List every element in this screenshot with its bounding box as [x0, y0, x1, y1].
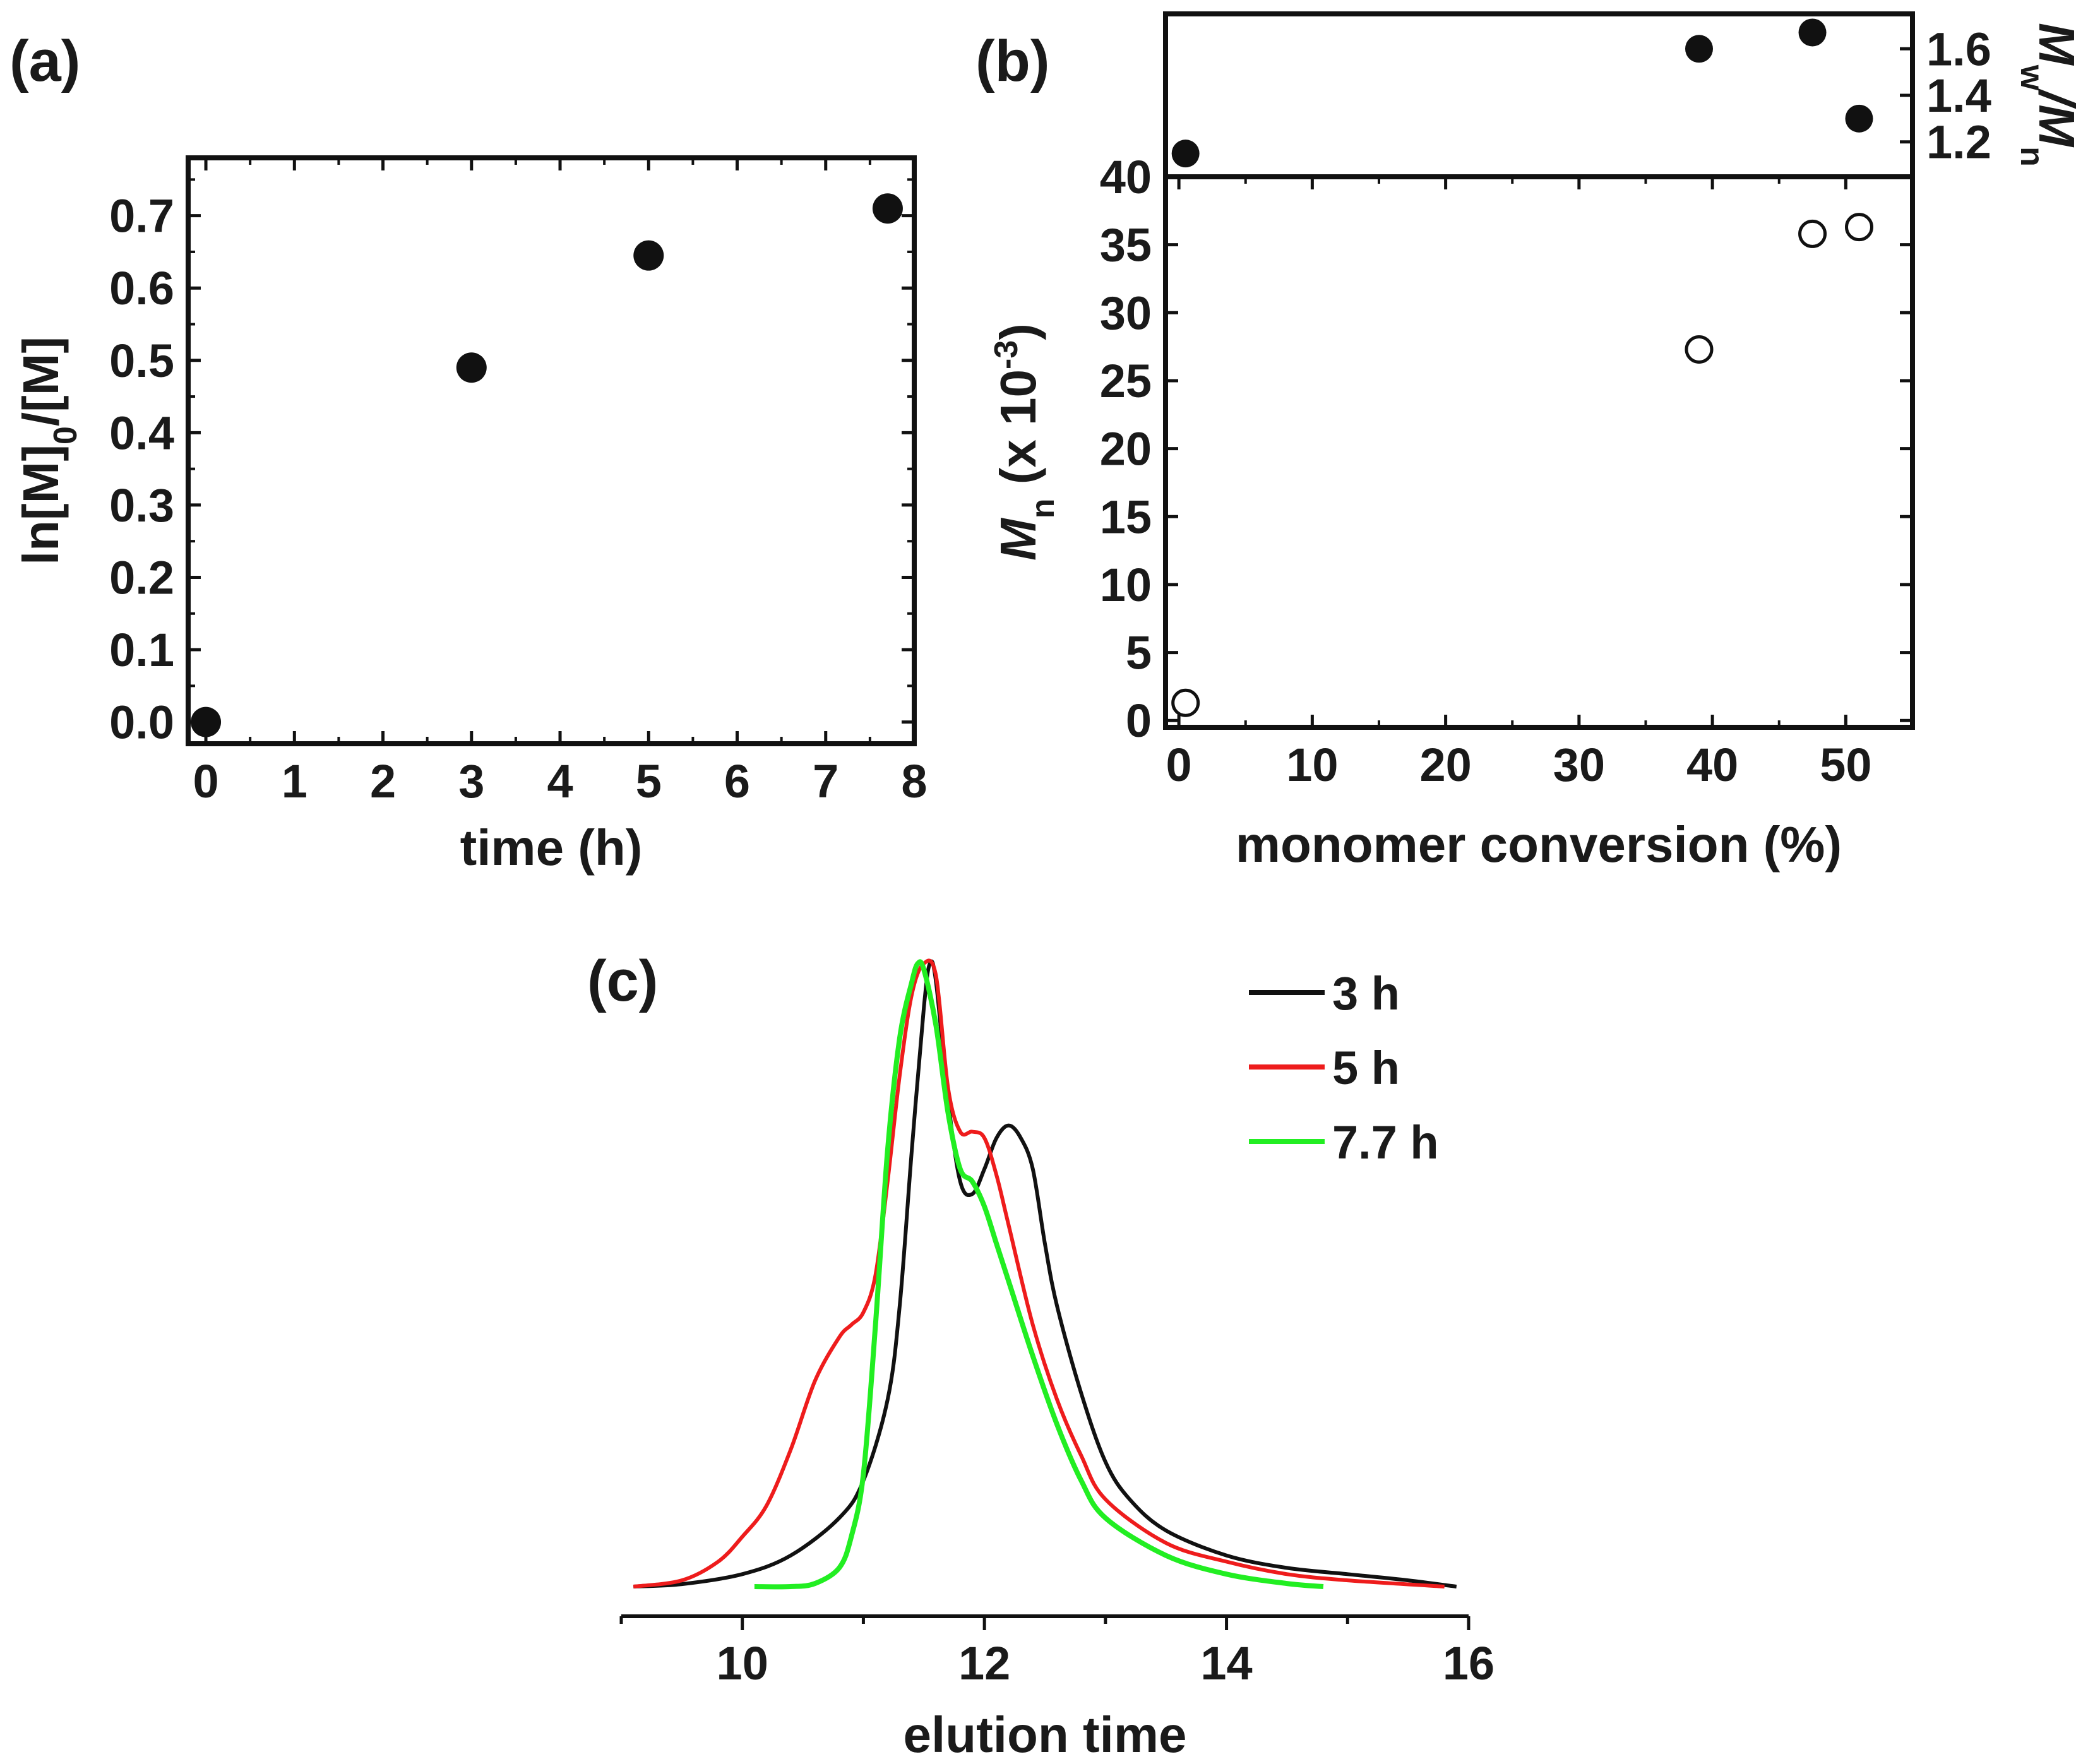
y-tick-label-b-lower: 15 [1100, 491, 1152, 543]
y-tick-label-b-lower: 20 [1100, 423, 1152, 475]
ticks-b [1166, 47, 1912, 727]
x-tick-label-a: 6 [724, 755, 750, 808]
panel-label-c: (c) [587, 949, 658, 1013]
panel-b: (b) 0 10 20 30 40 50 0 5 10 15 20 25 30 35 40 1.21.41.6… [975, 11, 2085, 873]
y-tick-label-b-upper: 1.6 [1926, 23, 1991, 75]
x-tick-label-a: 4 [547, 755, 573, 808]
lines-c [633, 958, 1457, 1590]
pdi-data-point [1685, 35, 1713, 63]
y-tick-label-b-lower: 0 [1126, 694, 1152, 747]
y-tick-label-a: 0.2 [109, 551, 174, 604]
mn-data-point [1798, 219, 1827, 248]
y-tick-label-b-lower: 40 [1100, 151, 1152, 203]
pdi-data-point [1798, 18, 1827, 47]
x-tick-label-a: 0 [193, 755, 218, 808]
x-tick-label-b: 30 [1553, 739, 1605, 791]
legend-label: 5 h [1332, 1042, 1400, 1094]
series-line-5-h [633, 958, 1445, 1588]
mn-label-end: ) [990, 323, 1046, 340]
ticks-a [188, 158, 916, 744]
tick-labels-c: 10 12 14 16 [717, 1637, 1495, 1690]
x-tick-label-a: 2 [370, 755, 396, 808]
legend-c: 3 h 5 h 7.7 h [1249, 967, 1439, 1169]
x-tick-label-a: 3 [458, 755, 484, 808]
data-point-a [191, 706, 222, 737]
x-tick-label-c: 16 [1443, 1637, 1494, 1690]
data-point-a [456, 352, 487, 383]
mn-label-sub: n [1025, 499, 1061, 519]
panel-label-a: (a) [9, 29, 80, 93]
y-tick-label-a: 0.0 [109, 696, 174, 749]
y-tick-label-a: 0.7 [109, 190, 174, 242]
x-tick-label-b: 50 [1820, 739, 1871, 791]
x-tick-label-a: 8 [901, 755, 927, 808]
y-tick-label-b-lower: 35 [1100, 219, 1152, 271]
y-tick-label-b-lower: 10 [1100, 559, 1152, 611]
x-tick-label-a: 5 [636, 755, 662, 808]
markers-b [1171, 18, 1873, 717]
panel-label-b: (b) [975, 29, 1049, 93]
x-tick-label-c: 14 [1200, 1637, 1252, 1690]
pdi-label-sub2: n [2013, 146, 2050, 167]
y-axis-title-b-lower: Mn (x 10-3) [988, 323, 1061, 561]
x-tick-label-b: 20 [1419, 739, 1471, 791]
panel-c: (c) 10 12 14 16 elution time 3 h 5 h 7.7 h [587, 949, 1494, 1763]
y-tick-label-a: 0.5 [109, 335, 174, 387]
data-point-a [633, 240, 664, 271]
y-tick-label-b-upper: 1.2 [1926, 116, 1991, 169]
pdi-data-point [1845, 104, 1873, 133]
markers-a [191, 193, 903, 737]
y-axis-title-b-upper: Mw/Mn [2013, 23, 2085, 167]
legend-label: 7.7 h [1332, 1116, 1439, 1169]
y-axis-title-a-sub: 0 [47, 426, 84, 444]
x-tick-label-b: 0 [1166, 739, 1192, 791]
y-tick-label-a: 0.3 [109, 479, 174, 532]
pdi-label-main: M [2029, 23, 2085, 66]
mn-data-point [1685, 335, 1714, 364]
mn-label-main: M [990, 517, 1046, 561]
panel-a: (a) 0 1 2 3 4 5 6 7 8 0.0 0.1 0.2 0.3 0.4 0.5 0.6 0.7 ti… [9, 29, 928, 876]
pdi-data-point [1171, 140, 1200, 168]
tick-labels-b: 0 10 20 30 40 50 0 5 10 15 20 25 30 35 40 1.21.41.6 [1100, 23, 1991, 791]
x-axis-title-a: time (h) [460, 819, 643, 876]
y-tick-label-a: 0.1 [109, 624, 174, 676]
series-line-3-h [633, 959, 1457, 1588]
data-point-a [872, 193, 903, 224]
ticks-c [619, 1616, 1471, 1630]
y-tick-label-a: 0.6 [109, 262, 174, 314]
y-axis-title-a: ln[M]0/[M] [13, 337, 84, 565]
mn-data-point [1845, 213, 1873, 242]
pdi-label-mid: /M [2029, 88, 2085, 148]
y-tick-label-b-lower: 5 [1126, 627, 1152, 679]
x-axis-title-c: elution time [904, 1707, 1187, 1763]
tick-labels-a: 0 1 2 3 4 5 6 7 8 0.0 0.1 0.2 0.3 0.4 0.5 0.6 0.7 [109, 190, 927, 808]
x-tick-label-c: 10 [717, 1637, 768, 1690]
mn-label-sup: -3 [988, 340, 1025, 369]
y-tick-label-a: 0.4 [109, 407, 174, 459]
plot-frame-b-lower [1163, 174, 1915, 730]
legend-label: 3 h [1332, 967, 1400, 1020]
y-tick-label-b-lower: 25 [1100, 355, 1152, 407]
series-line-7-7-h [754, 959, 1324, 1590]
mn-data-point [1171, 688, 1200, 717]
x-tick-label-a: 1 [282, 755, 307, 808]
mn-label-rest: (x 10 [990, 369, 1046, 499]
y-tick-label-b-upper: 1.4 [1926, 69, 1991, 122]
y-tick-label-b-lower: 30 [1100, 287, 1152, 339]
x-tick-label-c: 12 [958, 1637, 1010, 1690]
x-tick-label-b: 10 [1286, 739, 1338, 791]
x-tick-label-a: 7 [813, 755, 838, 808]
x-tick-label-b: 40 [1686, 739, 1738, 791]
pdi-label-sub: w [2013, 64, 2050, 91]
x-axis-title-b: monomer conversion (%) [1236, 816, 1842, 873]
plot-frame-a [186, 155, 917, 746]
